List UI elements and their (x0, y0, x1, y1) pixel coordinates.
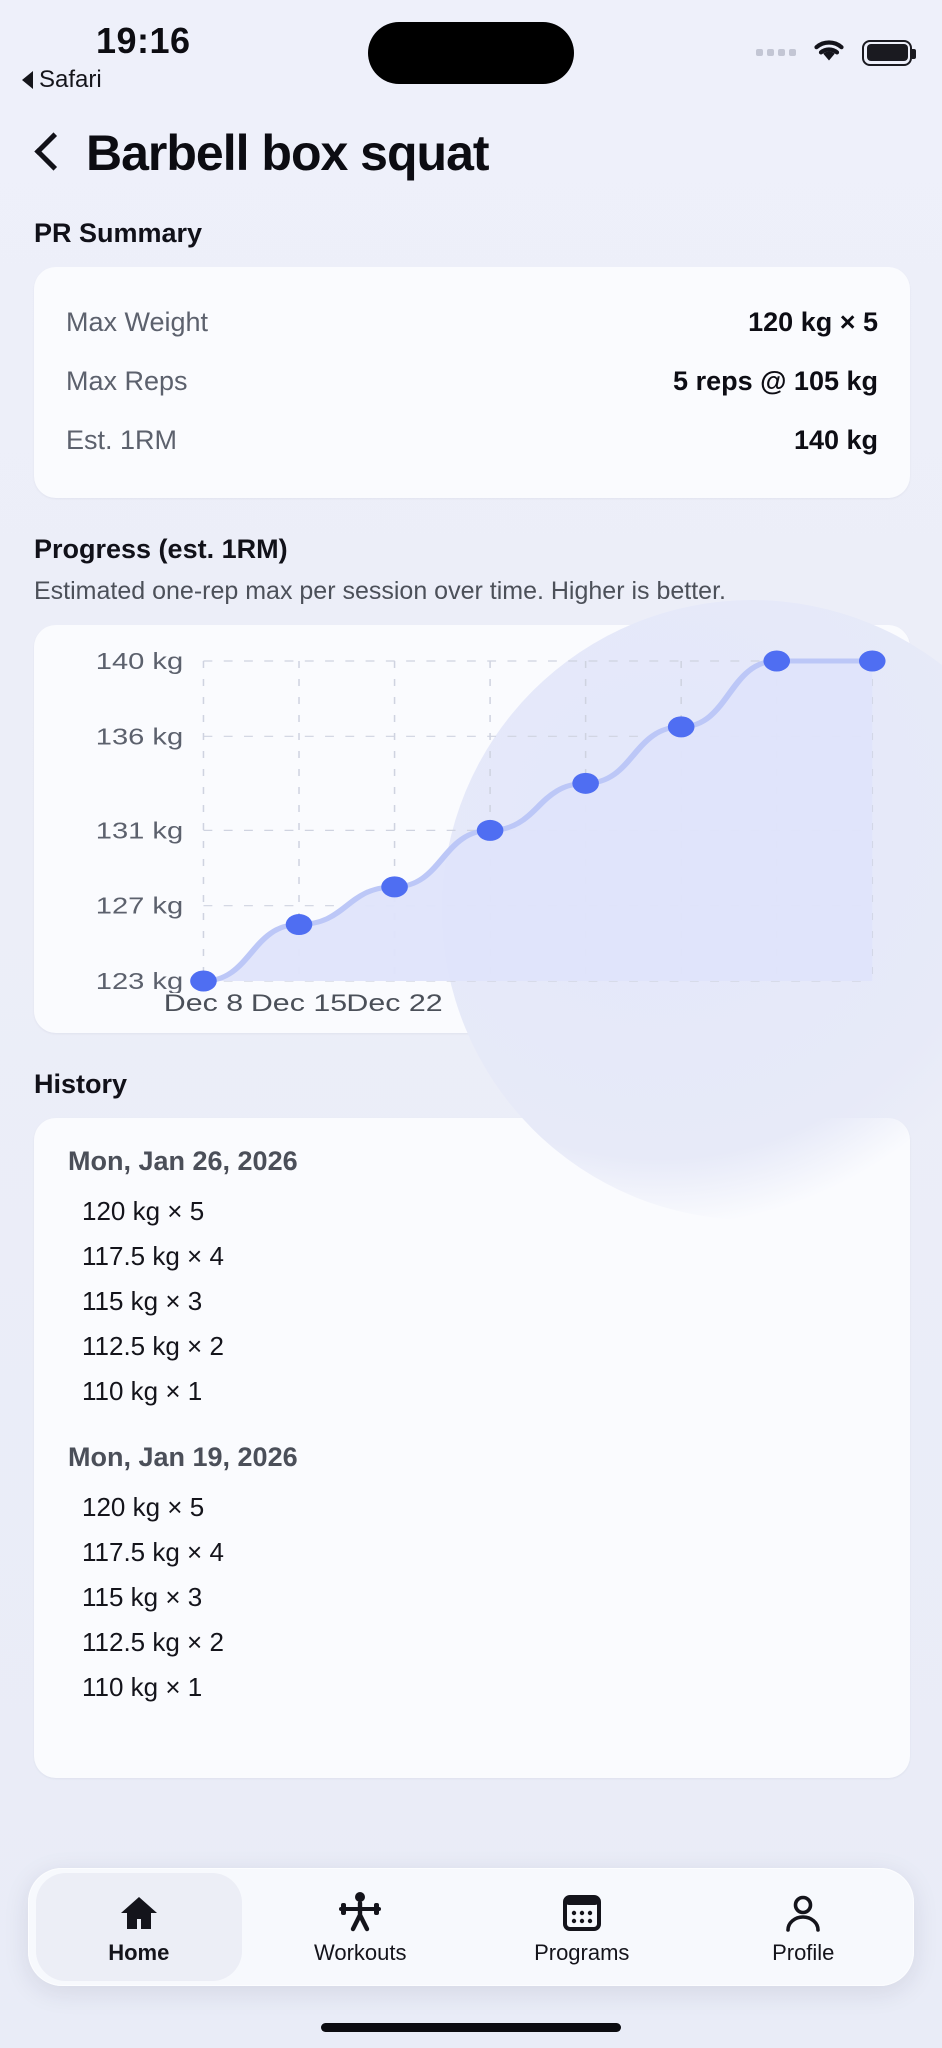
pr-row-max-reps: Max Reps 5 reps @ 105 kg (66, 352, 878, 411)
status-time: 19:16 (96, 20, 191, 61)
pr-value: 140 kg (793, 425, 878, 455)
history-set-row: 112.5 kg × 2 (82, 1331, 224, 1361)
chart-y-tick-label: 127 kg (96, 893, 183, 919)
progress-description: Estimated one-rep max per session over t… (34, 577, 726, 605)
chart-x-tick-label: Dec 22 (346, 989, 442, 1016)
progress-chart[interactable]: 140 kg 136 kg 131 kg 127 kg 123 kg (54, 643, 890, 993)
chart-data-points (190, 650, 886, 992)
chart-point[interactable] (476, 819, 504, 841)
progress-chart-card: 140 kg 136 kg 131 kg 127 kg 123 kg Dec 8 Dec … (34, 625, 910, 1033)
chart-y-tick-label: 140 kg (96, 648, 183, 674)
status-bar-left: 19:16 Safari (22, 22, 262, 94)
tab-home[interactable]: Home (28, 1868, 250, 1986)
history-card: Mon, Jan 26, 2026 120 kg × 5 117.5 kg × 4 1… (34, 1118, 910, 1778)
wifi-icon (810, 36, 848, 69)
chart-y-tick-label: 123 kg (96, 968, 183, 993)
status-bar: 19:16 Safari (0, 0, 942, 104)
chart-point[interactable] (667, 716, 695, 738)
back-to-safari-link[interactable]: Safari (22, 66, 102, 94)
tab-label: Programs (534, 1939, 630, 1965)
history-date: Mon, Jan 19, 2026 (68, 1442, 298, 1472)
tab-label: Profile (772, 1939, 835, 1965)
status-bar-right (756, 22, 916, 69)
chart-y-tick-label: 136 kg (96, 723, 183, 749)
chart-point[interactable] (285, 914, 313, 936)
chart-y-tick-label: 131 kg (96, 817, 183, 843)
history-group: Mon, Jan 19, 2026 120 kg × 5 117.5 kg × 4 1… (68, 1442, 876, 1710)
battery-icon (862, 39, 916, 66)
tab-label: Home (108, 1939, 170, 1965)
back-triangle-icon (22, 70, 33, 89)
pr-value: 5 reps @ 105 kg (673, 366, 878, 396)
back-app-label: Safari (39, 65, 102, 93)
chart-x-tick-label: Jan 26 (827, 989, 890, 1016)
pr-summary-card: Max Weight 120 kg × 5 Max Reps 5 reps @ … (34, 267, 910, 498)
chart-y-axis-labels: 140 kg 136 kg 131 kg 127 kg 123 kg (96, 648, 183, 993)
history-set-row: 112.5 kg × 2 (82, 1627, 224, 1657)
tab-label: Workouts (313, 1939, 407, 1965)
tab-programs[interactable]: Programs (471, 1868, 693, 1986)
chart-point[interactable] (572, 772, 599, 794)
home-icon (118, 1889, 160, 1933)
history-set-row: 115 kg × 3 (82, 1286, 203, 1316)
chart-point[interactable] (190, 970, 217, 992)
calendar-icon (562, 1889, 602, 1933)
pr-row-est-1rm: Est. 1RM 140 kg (66, 411, 878, 470)
pr-label: Max Reps (66, 366, 188, 396)
dynamic-island (368, 22, 574, 84)
history-group: Mon, Jan 26, 2026 120 kg × 5 117.5 kg × 4 1… (68, 1146, 876, 1414)
home-indicator (321, 2023, 621, 2032)
history-set-row: 115 kg × 3 (82, 1582, 203, 1612)
page-header: Barbell box squat (0, 104, 942, 182)
history-set-row: 120 kg × 5 (82, 1196, 205, 1226)
chart-x-tick-label: Dec 8 (164, 989, 243, 1016)
history-set-row: 110 kg × 1 (82, 1672, 203, 1702)
chart-point[interactable] (858, 650, 886, 672)
barbell-lifter-icon (337, 1889, 383, 1933)
history-set-row: 120 kg × 5 (82, 1492, 205, 1522)
back-button[interactable] (32, 130, 66, 176)
pr-value: 120 kg × 5 (748, 307, 878, 337)
pr-summary-heading: PR Summary (34, 218, 203, 248)
page-title: Barbell box squat (86, 125, 490, 181)
chart-area-fill (203, 661, 873, 981)
chart-x-tick-label: Jan 12 (636, 989, 727, 1016)
history-heading: History (34, 1069, 128, 1099)
tab-workouts[interactable]: Workouts (250, 1868, 472, 1986)
chart-x-tick-label: Dec 15 (251, 989, 347, 1016)
pr-row-max-weight: Max Weight 120 kg × 5 (66, 293, 878, 352)
pr-label: Max Weight (66, 307, 209, 337)
history-date: Mon, Jan 26, 2026 (68, 1146, 298, 1176)
pr-label: Est. 1RM (66, 425, 178, 455)
history-group-list: Mon, Jan 26, 2026 120 kg × 5 117.5 kg × 4 1… (68, 1146, 876, 1710)
bottom-tab-bar: Home Workouts (28, 1868, 914, 1986)
chart-x-tick-label: Jan 5 (548, 989, 622, 1016)
chart-point[interactable] (381, 876, 408, 898)
history-set-row: 110 kg × 1 (82, 1376, 203, 1406)
history-set-row: 117.5 kg × 4 (82, 1537, 224, 1567)
history-set-row: 117.5 kg × 4 (82, 1241, 224, 1271)
progress-heading: Progress (est. 1RM) (34, 534, 288, 564)
person-icon (783, 1889, 823, 1933)
chart-point[interactable] (763, 650, 791, 672)
signal-dots-icon (756, 49, 796, 56)
tab-profile[interactable]: Profile (693, 1868, 915, 1986)
